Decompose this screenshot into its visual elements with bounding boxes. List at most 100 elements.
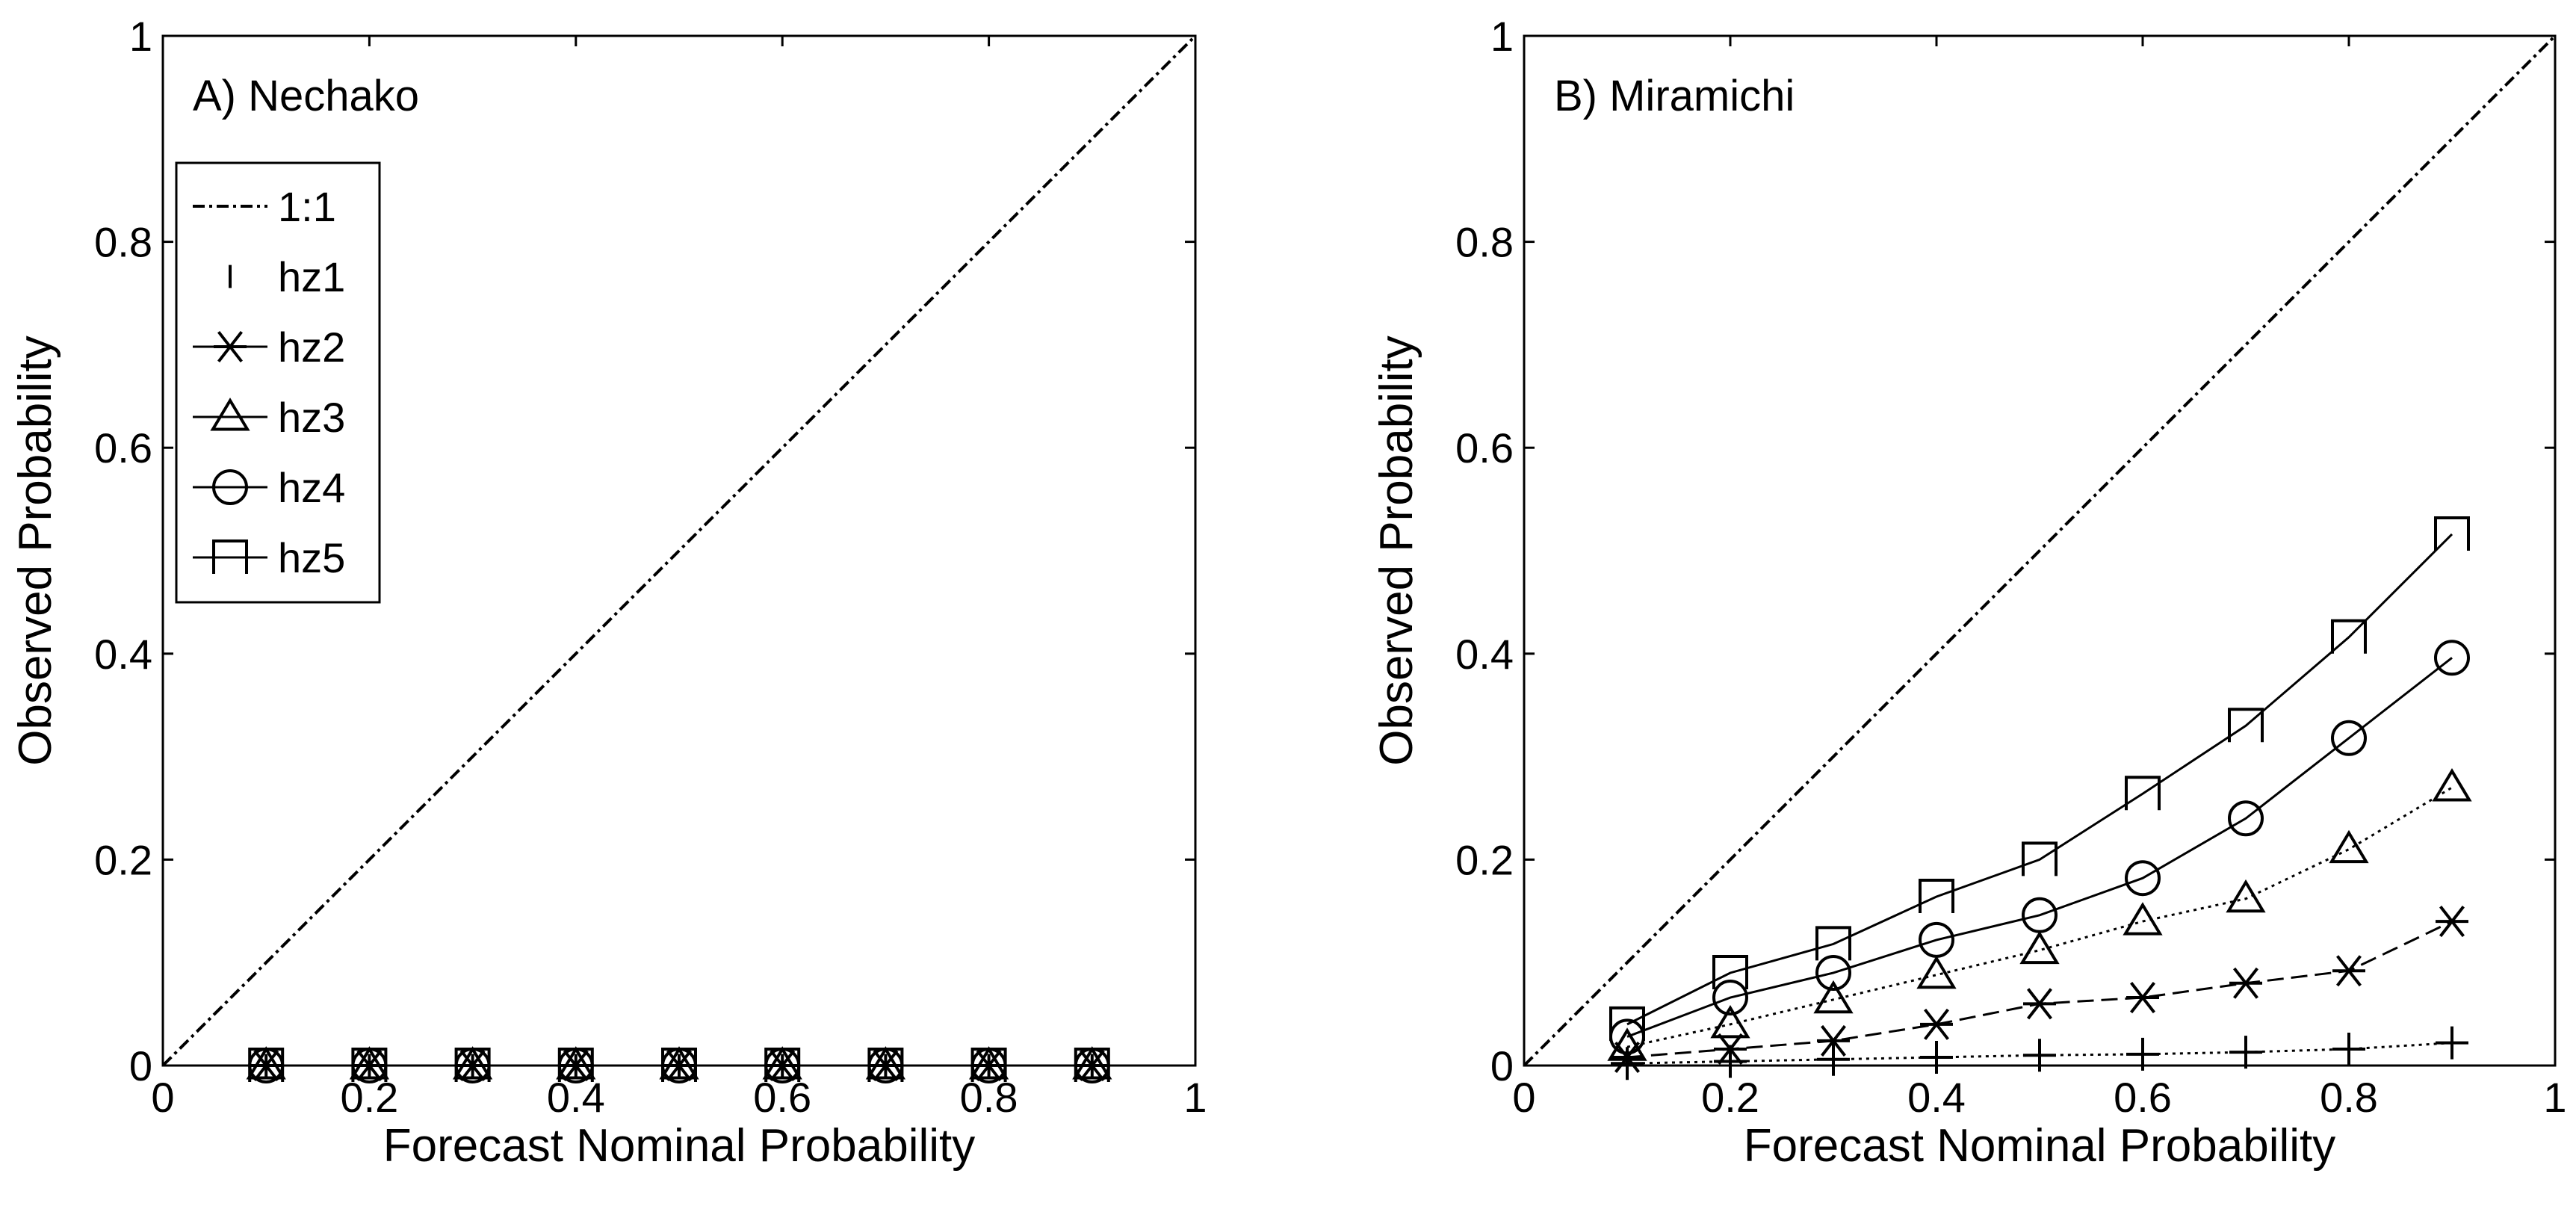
series-hz4: [1609, 640, 2470, 1055]
x-tick-label: 1: [2543, 1074, 2566, 1121]
reference-line-1to1: [1523, 34, 2557, 1067]
series-line-hz5: [1626, 533, 2453, 1026]
y-tick-label: 1: [1490, 13, 1514, 60]
point-hz5: [1815, 926, 1851, 961]
series-hz2: [1611, 906, 2468, 1074]
point-hz5: [2022, 841, 2058, 876]
point-hz2: [1817, 1024, 1850, 1057]
point-hz5: [2331, 619, 2367, 654]
y-tick-label: 1: [129, 13, 152, 60]
point-hz3: [659, 1046, 699, 1080]
legend-marker: [210, 398, 250, 431]
panel-label: A) Nechako: [193, 72, 419, 120]
series-hz3: [1607, 768, 2472, 1061]
series-hz1: [1611, 1026, 2468, 1080]
point-hz3: [1607, 1027, 1647, 1061]
point-hz5: [2228, 708, 2264, 743]
x-tick-label: 0.8: [2320, 1074, 2378, 1121]
legend-marker: [212, 469, 248, 505]
point-hz5: [1919, 879, 1954, 914]
point-hz1: [2126, 1037, 2159, 1071]
point-hz5: [1712, 954, 1748, 989]
y-tick-label: 0.4: [1455, 631, 1514, 678]
legend-box: [175, 161, 381, 604]
legend-label: hz5: [278, 534, 345, 581]
point-hz5: [454, 1048, 491, 1082]
y-axis-label: Observed Probability: [1371, 336, 1422, 766]
legend-label: hz2: [278, 324, 345, 371]
series-line-hz4: [1626, 657, 2453, 1038]
y-tick-label: 0.4: [94, 631, 152, 678]
point-hz3: [556, 1046, 596, 1080]
legend-entry: hz4: [193, 464, 345, 511]
x-axis-label: Forecast Nominal Probability: [383, 1120, 976, 1172]
y-tick-label: 0: [129, 1042, 152, 1089]
point-hz2: [1920, 1008, 1953, 1040]
point-hz2: [1611, 1041, 1644, 1074]
point-hz4: [2228, 800, 2264, 837]
point-hz2: [2126, 982, 2159, 1014]
legend-entry: hz2: [193, 324, 345, 371]
point-hz4: [2125, 860, 2161, 897]
y-tick-label: 0: [1490, 1042, 1514, 1089]
point-hz1: [2436, 1026, 2468, 1060]
panel-label: B) Miramichi: [1554, 72, 1795, 120]
legend-marker: [212, 539, 248, 574]
reference-line-1to1: [161, 34, 1197, 1067]
legend-marker: [214, 330, 247, 363]
series-hz5: [1609, 516, 2470, 1041]
point-hz5: [970, 1048, 1007, 1082]
y-tick-label: 0.8: [1455, 219, 1514, 266]
point-hz1: [1920, 1040, 1953, 1074]
point-hz5: [867, 1048, 904, 1082]
x-tick-label: 1: [1183, 1074, 1207, 1121]
x-tick-label: 0.2: [1701, 1074, 1759, 1121]
x-tick-label: 0: [1512, 1074, 1535, 1121]
legend-label: hz3: [278, 394, 345, 441]
series-hz5: [248, 1048, 1110, 1082]
point-hz5: [351, 1048, 388, 1082]
point-hz4: [1712, 980, 1748, 1016]
legend-label: hz4: [278, 464, 345, 511]
y-tick-label: 0.6: [1455, 424, 1514, 471]
legend-label: hz1: [278, 253, 345, 300]
legend-entry: hz1: [229, 253, 345, 300]
point-hz3: [349, 1046, 390, 1080]
point-hz5: [764, 1048, 801, 1082]
panel-b-miramichi: 0 0.2 0.4 0.6 0.8 1 0 0.2 0.4 0.6 0.8 1 Forecast Nom…: [1371, 13, 2567, 1172]
point-hz3: [2432, 768, 2472, 802]
point-hz1: [2229, 1036, 2262, 1069]
point-hz5: [1074, 1048, 1110, 1082]
point-hz3: [968, 1046, 1009, 1080]
series-line-hz3: [1626, 786, 2453, 1048]
legend-entry: hz3: [193, 394, 345, 441]
point-hz4: [2434, 640, 2470, 676]
point-hz1: [2023, 1039, 2056, 1072]
point-hz3: [1916, 955, 1957, 989]
point-hz3: [1813, 980, 1854, 1014]
legend-label: 1:1: [278, 183, 336, 230]
x-tick-label: 0.4: [1907, 1074, 1966, 1121]
y-tick-label: 0.2: [94, 836, 152, 883]
y-axis-label: Observed Probability: [10, 336, 61, 766]
point-hz5: [2434, 516, 2470, 551]
legend-entry: hz5: [193, 534, 345, 581]
point-hz2: [2436, 906, 2468, 938]
x-tick-label: 0.6: [2114, 1074, 2172, 1121]
point-hz5: [557, 1048, 594, 1082]
point-hz3: [246, 1046, 286, 1080]
point-hz3: [2226, 879, 2266, 913]
point-hz5: [1609, 1006, 1645, 1041]
point-hz3: [1072, 1046, 1112, 1080]
point-hz4: [1815, 954, 1851, 991]
point-hz5: [248, 1048, 285, 1082]
point-hz2: [2332, 955, 2365, 987]
x-tick-label: 0: [151, 1074, 174, 1121]
point-hz1: [2332, 1032, 2365, 1066]
point-hz3: [452, 1046, 493, 1080]
legend-entry: 1:1: [193, 183, 336, 230]
point-hz3: [2019, 930, 2060, 965]
point-hz3: [1710, 1004, 1750, 1039]
